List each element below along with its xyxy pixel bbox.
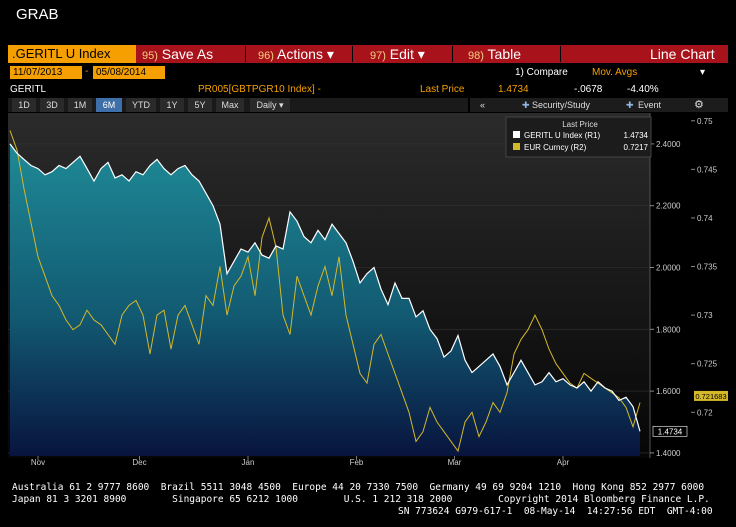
timeframe-6m[interactable]: 6M bbox=[96, 98, 122, 112]
window-title: GRAB bbox=[16, 6, 59, 23]
x-tick-label: Dec bbox=[132, 458, 146, 467]
actions-label: Actions ▾ bbox=[277, 46, 334, 62]
table-button[interactable]: 98) Table bbox=[468, 45, 521, 63]
last-value-r1-box bbox=[652, 425, 688, 437]
y2-tick-label: 0.725 bbox=[697, 360, 718, 369]
y2-tick-label: 0.745 bbox=[697, 165, 718, 174]
edit-label: Edit ▾ bbox=[389, 46, 425, 62]
actions-number: 96) bbox=[258, 50, 274, 62]
eur-curncy-line bbox=[9, 130, 641, 453]
gear-icon[interactable]: ⚙ bbox=[694, 99, 704, 111]
legend-swatch-eur bbox=[513, 143, 520, 150]
geritl-area bbox=[10, 143, 640, 456]
security-study-icon[interactable]: ✚ bbox=[522, 100, 530, 110]
footer-contacts-2: Japan 81 3 3201 8900 Singapore 65 6212 1… bbox=[12, 494, 710, 505]
y2-tick-label: 0.72 bbox=[697, 408, 713, 417]
mov-avgs-dropdown-icon[interactable]: ▾ bbox=[700, 67, 706, 78]
compare-security[interactable]: PR005[GBTPGR10 Index] - bbox=[198, 84, 321, 95]
x-tick-label: Mar bbox=[448, 458, 462, 467]
legend-swatch-geritl bbox=[513, 131, 520, 138]
table-label: Table bbox=[487, 46, 522, 62]
footer-contacts-1: Australia 61 2 9777 8600 Brazil 5511 304… bbox=[12, 482, 705, 493]
y2-tick-label: 0.73 bbox=[697, 311, 713, 320]
header-bar bbox=[8, 45, 728, 63]
edit-number: 97) bbox=[370, 50, 386, 62]
y1-tick-label: 1.4000 bbox=[656, 449, 681, 458]
legend: Last Price GERITL U Index (R1) 1.4734 EU… bbox=[505, 116, 652, 158]
compare-button[interactable]: 1) Compare bbox=[515, 67, 568, 78]
series-label: GERITL bbox=[10, 84, 47, 95]
x-tick-label: Feb bbox=[350, 458, 364, 467]
mov-avgs-button[interactable]: Mov. Avgs bbox=[592, 67, 638, 78]
last-price-value: 1.4734 bbox=[498, 84, 529, 95]
table-number: 98) bbox=[468, 50, 484, 62]
y1-tick-label: 2.4000 bbox=[656, 140, 681, 149]
timeframe-3d[interactable]: 3D bbox=[40, 98, 64, 112]
price-change: -.0678 bbox=[574, 84, 603, 95]
period-dropdown[interactable]: Daily ▾ bbox=[250, 98, 290, 112]
y1-tick-label: 2.0000 bbox=[656, 264, 681, 273]
timeframe-max[interactable]: Max bbox=[216, 98, 244, 112]
date-separator: - bbox=[85, 66, 89, 77]
event-icon[interactable]: ✚ bbox=[626, 100, 634, 110]
price-change-pct: -4.40% bbox=[627, 84, 659, 95]
axes: 2.4000 2.2000 2.0000 1.8000 1.6000 1.4000 0.75… bbox=[31, 117, 728, 467]
timeframe-1m[interactable]: 1M bbox=[68, 98, 92, 112]
chart-toolbar bbox=[470, 98, 728, 112]
actions-button[interactable]: 96) Actions ▾ bbox=[258, 45, 334, 63]
save-as-number: 95) bbox=[142, 50, 158, 62]
legend-entry-eur: EUR Curncy (R2) bbox=[524, 143, 587, 152]
legend-title: Last Price bbox=[562, 120, 598, 129]
end-date-field[interactable]: 05/08/2014 bbox=[93, 66, 165, 79]
y1-tick-label: 2.2000 bbox=[656, 202, 681, 211]
edit-button[interactable]: 97) Edit ▾ bbox=[370, 45, 425, 63]
legend-entry-geritl: GERITL U Index (R1) bbox=[524, 131, 601, 140]
security-study-button[interactable]: Security/Study bbox=[532, 100, 591, 110]
legend-value-geritl: 1.4734 bbox=[624, 131, 649, 140]
line-chart: 2.4000 2.2000 2.0000 1.8000 1.6000 1.4000 0.75… bbox=[8, 113, 728, 467]
header-divider bbox=[560, 46, 561, 62]
timeframe-5y[interactable]: 5Y bbox=[188, 98, 212, 112]
save-as-button[interactable]: 95) Save As bbox=[142, 45, 213, 63]
x-tick-label: Apr bbox=[557, 458, 570, 467]
header-divider bbox=[352, 46, 353, 62]
collapse-icon[interactable]: « bbox=[480, 100, 486, 110]
last-value-r2-box bbox=[694, 390, 728, 401]
y1-tick-label: 1.8000 bbox=[656, 325, 681, 334]
y2-tick-label: 0.735 bbox=[697, 263, 718, 272]
timeframe-1y[interactable]: 1Y bbox=[160, 98, 184, 112]
y2-tick-label: 0.75 bbox=[697, 117, 713, 126]
timeframe-1d[interactable]: 1D bbox=[12, 98, 36, 112]
last-value-r2: 0.721683 bbox=[695, 392, 726, 401]
legend-value-eur: 0.7217 bbox=[624, 143, 649, 152]
x-tick-label: Jan bbox=[242, 458, 255, 467]
x-tick-label: Nov bbox=[31, 458, 45, 467]
last-value-r1: 1.4734 bbox=[658, 427, 683, 436]
ticker-field[interactable]: .GERITL U Index bbox=[8, 45, 136, 63]
footer-session: SN 773624 G979-617-1 08-May-14 14:27:56 … bbox=[398, 506, 713, 517]
last-price-label: Last Price bbox=[420, 84, 465, 95]
header-divider bbox=[452, 46, 453, 62]
timeframe-ytd[interactable]: YTD bbox=[126, 98, 156, 112]
y2-tick-label: 0.74 bbox=[697, 214, 713, 223]
geritl-line bbox=[9, 143, 641, 432]
y1-tick-label: 1.6000 bbox=[656, 387, 681, 396]
start-date-field[interactable]: 11/07/2013 bbox=[10, 66, 82, 79]
header-divider bbox=[245, 46, 246, 62]
save-as-label: Save As bbox=[161, 46, 214, 62]
event-button[interactable]: Event bbox=[638, 100, 662, 110]
chart-type-button[interactable]: Line Chart bbox=[650, 46, 715, 62]
